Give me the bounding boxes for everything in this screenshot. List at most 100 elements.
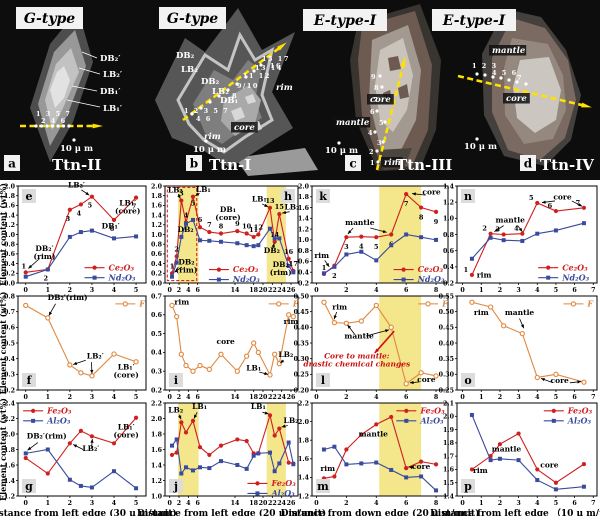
data-point [174, 314, 180, 320]
chart-letter-box [461, 189, 475, 203]
spot-number: 2 4 6 [41, 117, 67, 125]
point-number: 2 [482, 225, 487, 233]
annotation: (rim) [176, 266, 198, 275]
crystal-shape [50, 66, 70, 108]
y-axis-title: Element content (wt%) [0, 183, 8, 286]
annotation: core [540, 460, 559, 469]
crystal-name: Ttn-III [396, 156, 452, 174]
data-point [535, 200, 540, 206]
annotation: rim [332, 302, 347, 311]
analysis-spot [244, 75, 248, 79]
annotation: LB₁′ [119, 198, 136, 207]
analysis-spot [34, 124, 38, 128]
chart-letter: n [464, 190, 472, 203]
analysis-spot [208, 100, 212, 104]
data-point [268, 450, 272, 455]
data-point [219, 459, 223, 464]
x-tick-label: 2 [344, 287, 348, 294]
x-axis-title: Distance from left edge （10 μ m/unit) [430, 508, 600, 516]
spot-number: 9 [371, 73, 377, 81]
arrow-head [85, 191, 90, 196]
data-point [235, 229, 240, 234]
point-number: 9 [235, 220, 240, 228]
y-tick-label: 0.6 [151, 312, 163, 319]
y-tick-label: 1.6 [4, 203, 16, 210]
spot-number: 16 [270, 62, 282, 70]
y-tick-label: 1.2 [151, 222, 162, 229]
x-tick-label: 1 [479, 500, 483, 507]
data-point [343, 320, 350, 326]
crystal-name: Ttn-II [52, 156, 101, 174]
spot-number: 7 [517, 74, 523, 82]
y-tick-label: 1.4 [443, 493, 455, 500]
y-tick-label: 0.25 [439, 387, 454, 394]
x-tick-label: 0 [167, 287, 172, 294]
data-point [179, 234, 184, 239]
zone-label: core [506, 94, 527, 104]
arrow-head [177, 194, 181, 199]
arrow-head [281, 424, 286, 428]
zone-label: DB₂ [176, 51, 195, 61]
point-number: 1 [21, 262, 26, 270]
data-point [404, 475, 409, 480]
analysis-spot [259, 63, 263, 67]
data-point [111, 441, 117, 446]
data-point [67, 362, 73, 368]
data-point [218, 231, 224, 236]
y-tick-label: 0.6 [151, 251, 163, 258]
data-point [184, 465, 188, 470]
data-point [581, 379, 587, 385]
y-tick-label: 0.2 [4, 387, 15, 394]
y-tick-label: 0.8 [151, 242, 163, 249]
x-tick-label: 4 [374, 287, 379, 294]
spot-number: 9/10 [237, 82, 259, 90]
annotation: DB₂ [177, 225, 193, 234]
scale-label: 10 μ m [193, 145, 226, 155]
data-point [418, 205, 424, 210]
chart-h: 0.00.20.40.60.81.01.21.41.61.82.00 2 4 6 14 1… [151, 183, 299, 294]
y-tick-label: 0.4 [151, 350, 163, 357]
legend-marker [425, 301, 431, 307]
data-point [89, 194, 95, 199]
annotation: mantle [359, 429, 389, 438]
plot-frame [456, 402, 598, 497]
y-tick-label: 1.4 [151, 462, 163, 469]
y-tick-label: 0.4 [443, 264, 455, 271]
x-tick-label: 2 [177, 287, 181, 294]
arrow-head [174, 268, 179, 273]
x-tick-label: 6 [572, 394, 577, 401]
x-tick-label: 22 [268, 394, 277, 401]
x-tick-label: 3 [516, 394, 520, 401]
y-tick-label: 1.0 [151, 493, 163, 500]
analysis-spot [378, 74, 382, 78]
point-number: 5 [191, 200, 196, 208]
y-tick-label: 1.6 [298, 456, 310, 463]
x-tick-label: 5 [554, 500, 558, 507]
scale-dot [72, 138, 76, 142]
data-point [388, 324, 394, 330]
data-point [358, 318, 364, 324]
data-point [488, 231, 493, 236]
y-tick-label: 0.40 [439, 340, 455, 347]
point-number: 1 [464, 266, 469, 274]
legend-label: Al₂O₃ [567, 415, 592, 425]
y-tick-label: 1.4 [4, 478, 16, 485]
y-tick-label: 1.8 [151, 193, 163, 200]
legend-label: Ce₂O₃ [109, 262, 135, 272]
chart-letter: o [464, 374, 471, 387]
data-point [291, 462, 296, 467]
x-tick-label: 18 [249, 394, 258, 401]
data-point [89, 228, 94, 233]
annotation: LB₂ [284, 416, 299, 425]
y-tick-label: 1.6 [4, 462, 16, 469]
crystal-panel-a: DB₂′ LB₂′ DB₁′ LB₁′ 1 3 5 72 4 6 G-type a Ttn-I… [4, 7, 123, 174]
x-tick-label: 0 [24, 500, 29, 507]
arrow-head [541, 378, 545, 382]
data-point [344, 235, 349, 240]
crystal-shape [235, 148, 318, 176]
annotation: LB₁ [192, 402, 207, 411]
x-tick-label: 8 [434, 394, 439, 401]
